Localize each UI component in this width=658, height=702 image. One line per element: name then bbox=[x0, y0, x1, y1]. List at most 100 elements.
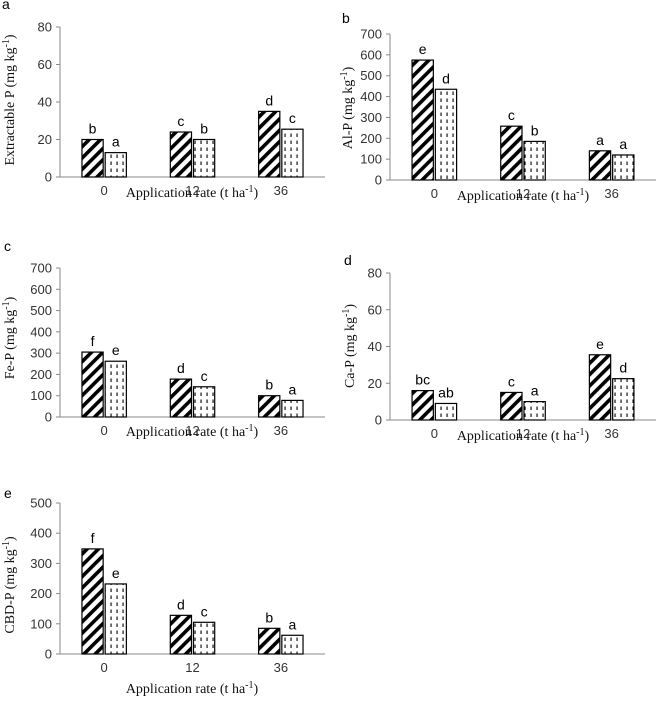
y-axis-title: Ca-P (mg kg-1) bbox=[341, 304, 358, 388]
significance-letter: c bbox=[289, 110, 296, 126]
significance-letter: b bbox=[265, 609, 273, 625]
bar bbox=[258, 627, 281, 655]
significance-letter: a bbox=[531, 383, 539, 399]
significance-letter: e bbox=[419, 41, 427, 57]
y-tick-label: 200 bbox=[360, 131, 382, 146]
y-tick-label: 80 bbox=[38, 20, 52, 35]
y-tick-label: 600 bbox=[30, 282, 52, 297]
y-tick-label: 700 bbox=[360, 27, 382, 42]
y-tick-label: 400 bbox=[30, 526, 52, 541]
bar bbox=[588, 150, 612, 181]
y-tick-label: 100 bbox=[30, 388, 52, 403]
panel-letter: e bbox=[4, 485, 12, 501]
x-tick-label: 0 bbox=[431, 426, 438, 441]
x-tick-label: 36 bbox=[274, 423, 288, 438]
panel-e: e CBD-P (mg kg-1) 0 100 200 300 400 500 f e 0 d c 1… bbox=[1, 485, 325, 697]
y-axis-title: Al-P (mg kg-1) bbox=[339, 66, 356, 149]
bar bbox=[281, 634, 304, 655]
svg-text:Ca-P (mg kg-1): Ca-P (mg kg-1) bbox=[341, 304, 358, 388]
x-tick-label: 12 bbox=[516, 426, 530, 441]
y-tick-label: 400 bbox=[30, 324, 52, 339]
significance-letter: b bbox=[265, 377, 273, 393]
panel-letter: b bbox=[342, 10, 350, 26]
y-tick-label: 300 bbox=[30, 556, 52, 571]
significance-letter: b bbox=[200, 121, 208, 137]
bar bbox=[281, 128, 304, 178]
svg-text:Al-P (mg kg-1): Al-P (mg kg-1) bbox=[339, 66, 356, 149]
bar bbox=[411, 59, 434, 181]
bar bbox=[169, 131, 193, 178]
bar bbox=[81, 351, 104, 418]
significance-letter: f bbox=[91, 530, 95, 546]
y-tick-label: 0 bbox=[45, 410, 52, 425]
y-axis-title: Extractable P (mg kg-1) bbox=[1, 34, 18, 165]
bar bbox=[500, 391, 523, 421]
significance-letter: a bbox=[112, 134, 120, 150]
panel-b: b Al-P (mg kg-1) 0 100 200 300 400 500 600 700 e… bbox=[339, 10, 656, 204]
y-tick-label: 80 bbox=[368, 266, 382, 281]
y-tick-label: 400 bbox=[360, 89, 382, 104]
significance-letter: e bbox=[112, 565, 120, 581]
svg-text:Fe-P (mg kg-1): Fe-P (mg kg-1) bbox=[1, 296, 18, 379]
y-tick-label: 600 bbox=[360, 47, 382, 62]
x-tick-label: 36 bbox=[604, 186, 618, 201]
significance-letter: c bbox=[201, 603, 208, 619]
x-tick-label: 12 bbox=[185, 183, 199, 198]
bar bbox=[434, 88, 458, 181]
y-tick-label: 500 bbox=[360, 68, 382, 83]
bar bbox=[104, 360, 127, 418]
bar bbox=[169, 614, 193, 655]
bar bbox=[612, 378, 635, 421]
significance-letter: c bbox=[508, 373, 515, 389]
x-tick-label: 0 bbox=[101, 183, 108, 198]
y-tick-label: 60 bbox=[38, 57, 52, 72]
plot-area: 0 100 200 300 400 500 600 700 ed 0 cb 12 a a 36 bbox=[360, 27, 656, 201]
significance-letter: c bbox=[508, 107, 515, 123]
y-tick-label: 700 bbox=[30, 261, 52, 276]
x-axis-title: Application rate (t ha-1) bbox=[126, 680, 259, 697]
significance-letter: e bbox=[596, 336, 604, 352]
bar bbox=[523, 140, 546, 181]
panel-letter: d bbox=[344, 252, 352, 268]
bar bbox=[588, 354, 612, 421]
y-tick-label: 200 bbox=[30, 586, 52, 601]
significance-letter: b bbox=[531, 122, 539, 138]
x-tick-label: 0 bbox=[431, 186, 438, 201]
significance-letter: a bbox=[289, 616, 297, 632]
x-axis-title: Application rate (t ha-1) bbox=[457, 427, 590, 444]
svg-text:Extractable P (mg kg-1): Extractable P (mg kg-1) bbox=[1, 34, 18, 165]
panel-letter: c bbox=[4, 238, 11, 254]
x-tick-label: 12 bbox=[185, 660, 199, 675]
panel-d: d Ca-P (mg kg-1) 020406080bcab0ca12ed36 … bbox=[341, 252, 656, 444]
significance-letter: c bbox=[201, 368, 208, 384]
y-tick-label: 40 bbox=[38, 95, 52, 110]
x-tick-label: 12 bbox=[516, 186, 530, 201]
bar bbox=[192, 621, 216, 655]
x-tick-label: 0 bbox=[101, 660, 108, 675]
x-axis-title: Application rate (t ha-1) bbox=[126, 184, 259, 201]
bar bbox=[81, 138, 104, 178]
x-tick-label: 36 bbox=[604, 426, 618, 441]
significance-letter: c bbox=[177, 113, 184, 129]
significance-letter: d bbox=[265, 92, 273, 108]
significance-letter: d bbox=[619, 360, 627, 376]
svg-text:CBD-P (mg kg-1): CBD-P (mg kg-1) bbox=[1, 536, 18, 634]
bar bbox=[81, 548, 104, 655]
significance-letter: ab bbox=[438, 384, 454, 400]
bar bbox=[104, 583, 127, 655]
y-tick-label: 20 bbox=[38, 132, 52, 147]
x-tick-label: 0 bbox=[101, 423, 108, 438]
bar bbox=[192, 386, 216, 418]
y-tick-label: 100 bbox=[360, 152, 382, 167]
bar bbox=[612, 154, 635, 181]
panel-letter: a bbox=[2, 0, 10, 12]
y-axis-title: CBD-P (mg kg-1) bbox=[1, 536, 18, 634]
bar bbox=[281, 399, 304, 418]
significance-letter: a bbox=[619, 136, 627, 152]
plot-area: 0 100 200 300 400 500 f e 0 d c 12 b a 36 bbox=[30, 496, 325, 675]
y-tick-label: 500 bbox=[30, 496, 52, 511]
y-tick-label: 0 bbox=[375, 173, 382, 188]
